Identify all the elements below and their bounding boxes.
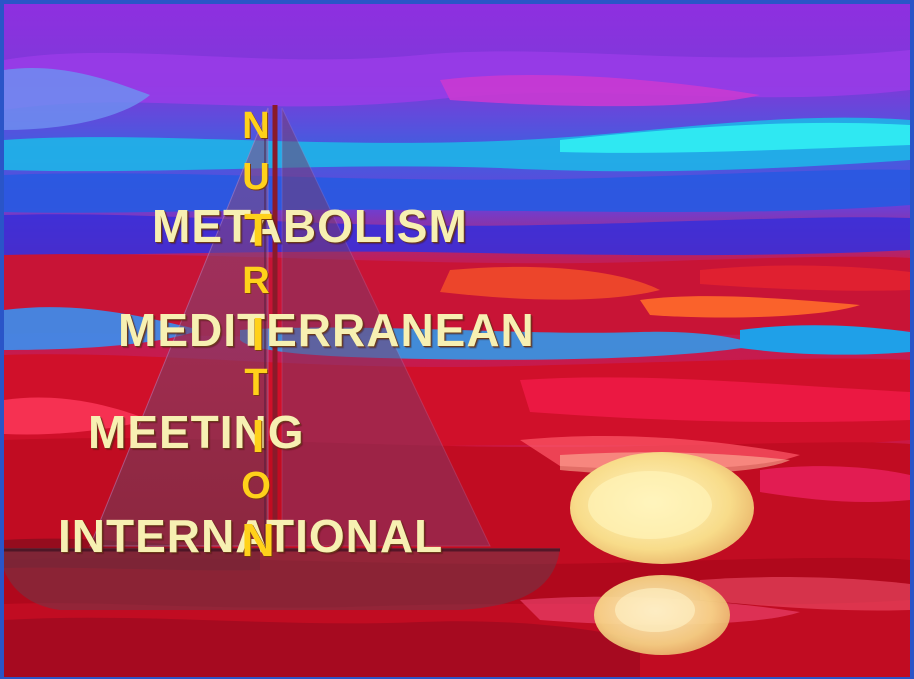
word-mediterranean: MEDITERRANEAN: [118, 304, 535, 356]
vertical-letter: O: [241, 465, 271, 507]
crossing-letter-n: N: [241, 514, 275, 566]
vertical-letter: U: [242, 156, 270, 198]
crossing-letter-i: I: [251, 308, 265, 360]
vertical-letter: R: [242, 260, 270, 302]
vertical-letter: N: [242, 105, 270, 147]
crossing-letter-t: T: [243, 204, 273, 256]
crossing-letter-i2: I: [251, 410, 265, 462]
word-international: INTERNATIONAL: [58, 510, 444, 562]
vertical-letter: T: [244, 362, 268, 404]
word-meeting: MEETING: [88, 406, 305, 458]
word-metabolism: METABOLISM: [152, 200, 468, 252]
